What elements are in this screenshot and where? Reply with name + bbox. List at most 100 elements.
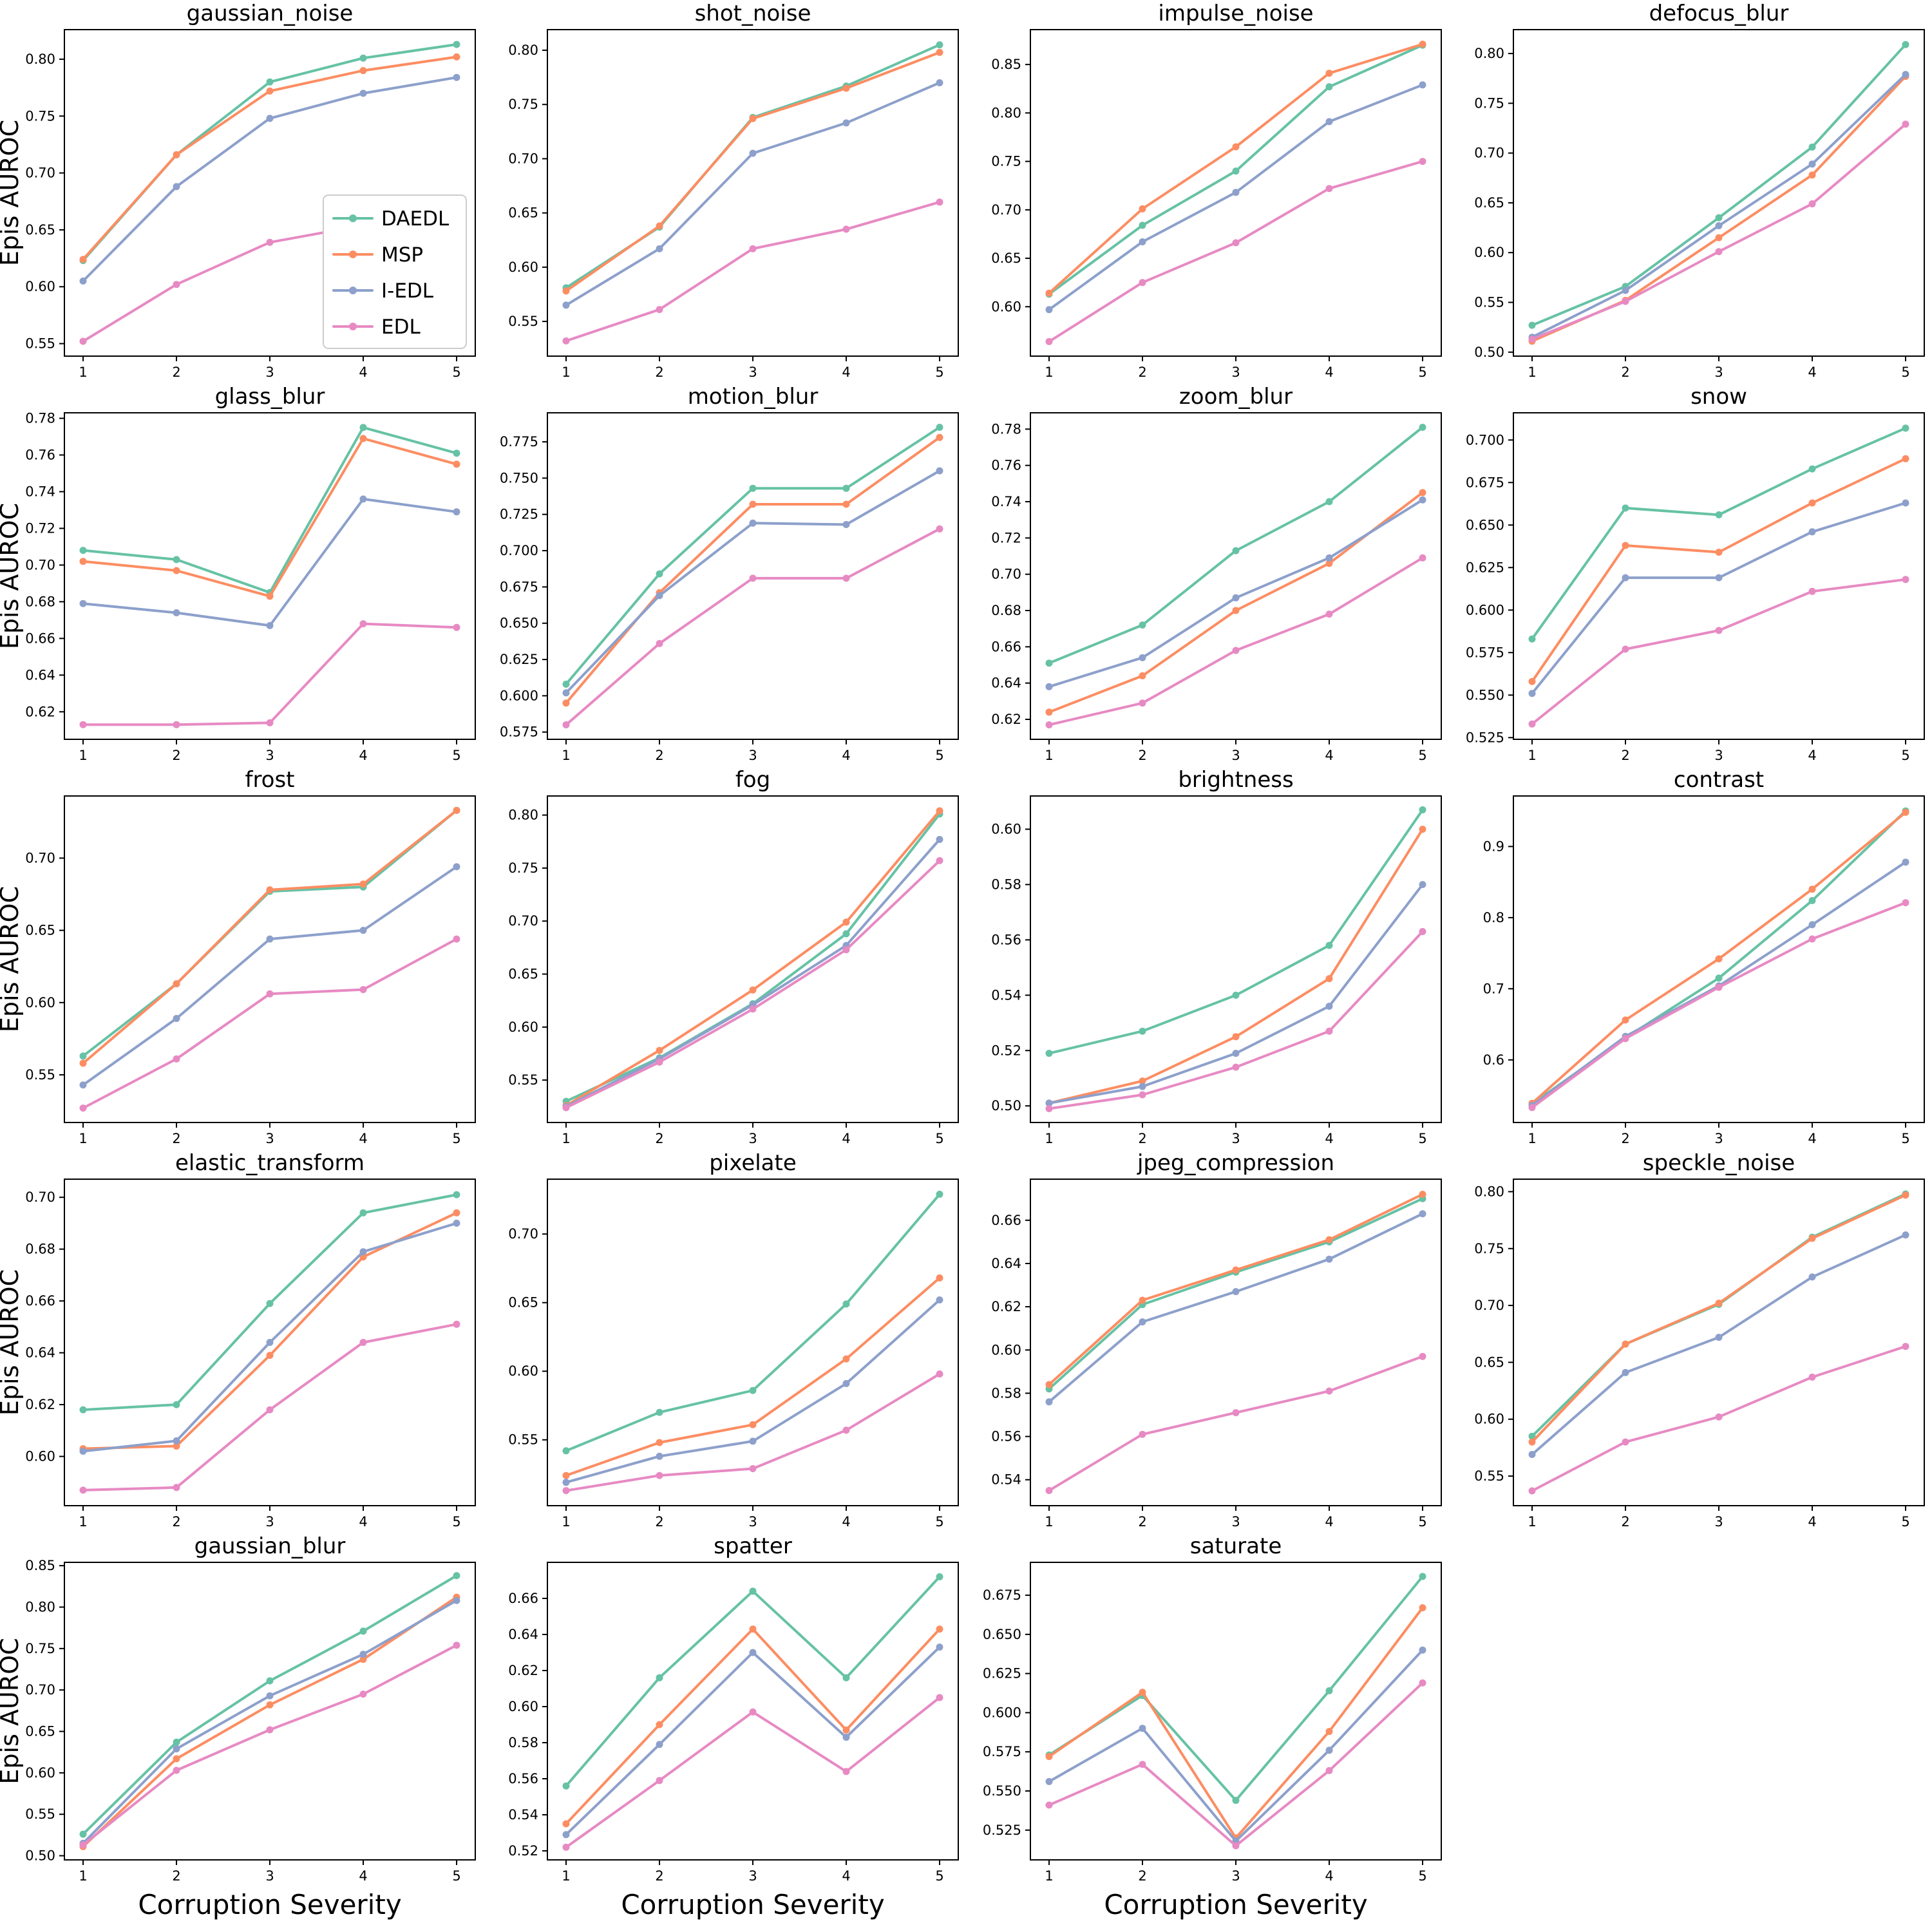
legend: DAEDL MSP I-EDL EDL — [323, 194, 467, 349]
series-marker-i-edl — [842, 1379, 850, 1387]
y-tick-label: 0.60 — [508, 1019, 538, 1035]
series-marker-edl — [1232, 647, 1240, 654]
series-marker-i-edl — [1325, 1003, 1333, 1010]
y-tick-label: 0.75 — [1474, 1241, 1504, 1256]
series-marker-i-edl — [656, 1741, 663, 1748]
y-tick-label: 0.64 — [991, 676, 1021, 691]
series-marker-edl — [1045, 1487, 1053, 1494]
series-marker-edl — [562, 721, 570, 728]
x-tick-label: 1 — [1045, 748, 1053, 763]
series-marker-msp — [1325, 1236, 1333, 1244]
series-marker-edl — [453, 1320, 460, 1328]
x-tick-label: 1 — [79, 1514, 87, 1530]
y-tick-label: 0.80 — [25, 52, 55, 67]
series-marker-edl — [1232, 1842, 1240, 1850]
x-tick-label: 2 — [172, 1131, 180, 1146]
series-marker-i-edl — [1419, 1210, 1426, 1218]
y-tick-label: 0.65 — [25, 923, 55, 938]
y-axis-label: Epis AUROC — [0, 1638, 24, 1784]
x-tick-label: 5 — [1901, 1131, 1909, 1146]
series-marker-msp — [1232, 143, 1240, 151]
x-tick-label: 1 — [1045, 1131, 1053, 1146]
y-tick-label: 0.60 — [25, 1765, 55, 1781]
series-marker-daedl — [656, 570, 663, 578]
series-marker-i-edl — [1232, 1288, 1240, 1296]
series-marker-msp — [1902, 1191, 1909, 1199]
series-marker-msp — [1419, 41, 1426, 48]
series-marker-edl — [266, 719, 274, 726]
series-marker-edl — [1622, 1438, 1629, 1446]
series-marker-i-edl — [1139, 1083, 1146, 1090]
series-marker-daedl — [749, 1387, 757, 1394]
series-marker-i-edl — [1045, 306, 1053, 314]
x-axis-label: Corruption Severity — [621, 1889, 884, 1920]
y-tick-label: 0.64 — [508, 1627, 538, 1642]
subplot-title: motion_blur — [688, 384, 819, 410]
series-marker-daedl — [173, 556, 180, 564]
y-tick-label: 0.650 — [1466, 517, 1504, 533]
y-tick-label: 0.68 — [25, 1242, 55, 1257]
y-tick-label: 0.80 — [1474, 46, 1504, 61]
series-marker-msp — [562, 699, 570, 707]
series-marker-i-edl — [749, 1437, 757, 1445]
series-marker-msp — [749, 986, 757, 994]
y-tick-label: 0.56 — [508, 1771, 538, 1786]
series-line-msp — [1048, 491, 1424, 714]
y-tick-label: 0.50 — [1474, 345, 1504, 360]
series-marker-i-edl — [656, 592, 663, 600]
x-tick-label: 3 — [1714, 1131, 1723, 1146]
x-tick-label: 3 — [1714, 1514, 1723, 1530]
series-marker-daedl — [1419, 806, 1426, 813]
series-marker-daedl — [453, 41, 460, 48]
series-marker-msp — [359, 435, 367, 442]
series-marker-edl — [453, 935, 460, 943]
y-tick-label: 0.66 — [508, 1591, 538, 1606]
series-marker-msp — [562, 1472, 570, 1479]
y-tick-label: 0.60 — [991, 299, 1021, 314]
series-marker-i-edl — [749, 1649, 757, 1656]
y-tick-label: 0.74 — [25, 484, 55, 499]
series-marker-edl — [173, 1766, 180, 1774]
subplot-svg-contrast: contrast 0.6 0.7 0.8 0.9 1 2 3 4 5 — [1483, 767, 1925, 1146]
y-tick-label: 0.62 — [991, 1299, 1021, 1314]
series-marker-edl — [359, 1339, 367, 1346]
series-marker-daedl — [656, 1408, 663, 1416]
series-line-i-edl — [82, 1222, 458, 1453]
y-tick-label: 0.58 — [991, 1385, 1021, 1401]
series-marker-edl — [562, 337, 570, 345]
series-line-daedl — [1531, 426, 1907, 641]
subplot-snow: snow 0.525 0.550 0.575 0.600 0.625 0.650 0.675 0… — [1449, 383, 1932, 766]
series-marker-edl — [562, 1104, 570, 1112]
series-marker-msp — [359, 1656, 367, 1663]
series-marker-daedl — [1902, 41, 1909, 48]
x-tick-label: 1 — [1528, 748, 1536, 763]
y-tick-label: 0.575 — [1466, 645, 1504, 660]
series-marker-edl — [79, 337, 87, 345]
subplot-gaussian_blur: gaussian_blur 0.50 0.55 0.60 0.65 0.70 0.75 0.8… — [0, 1533, 483, 1932]
series-marker-daedl — [1232, 167, 1240, 175]
series-marker-i-edl — [453, 508, 460, 516]
x-tick-label: 4 — [359, 365, 367, 380]
y-tick-label: 0.8 — [1483, 910, 1504, 925]
series-marker-edl — [749, 1005, 757, 1013]
x-tick-label: 5 — [1901, 1514, 1909, 1530]
x-tick-label: 4 — [359, 1868, 367, 1884]
series-marker-edl — [1419, 928, 1426, 935]
series-marker-edl — [842, 1426, 850, 1434]
series-marker-edl — [1715, 1413, 1723, 1421]
series-marker-edl — [266, 1726, 274, 1734]
y-tick-label: 0.58 — [991, 876, 1021, 892]
y-tick-label: 0.70 — [25, 1682, 55, 1698]
y-axis-label: Epis AUROC — [0, 886, 24, 1032]
series-marker-edl — [1808, 935, 1816, 943]
series-marker-edl — [1045, 1801, 1053, 1809]
series-line-i-edl — [1048, 83, 1424, 311]
series-marker-daedl — [1325, 1687, 1333, 1694]
series-marker-daedl — [1622, 504, 1629, 512]
series-marker-edl — [749, 1465, 757, 1472]
series-marker-daedl — [173, 1738, 180, 1746]
x-tick-label: 2 — [655, 1514, 663, 1530]
subplot-svg-gaussian_blur: gaussian_blur 0.50 0.55 0.60 0.65 0.70 0.75 0.8… — [0, 1533, 476, 1920]
x-axis-label: Corruption Severity — [1104, 1889, 1367, 1920]
